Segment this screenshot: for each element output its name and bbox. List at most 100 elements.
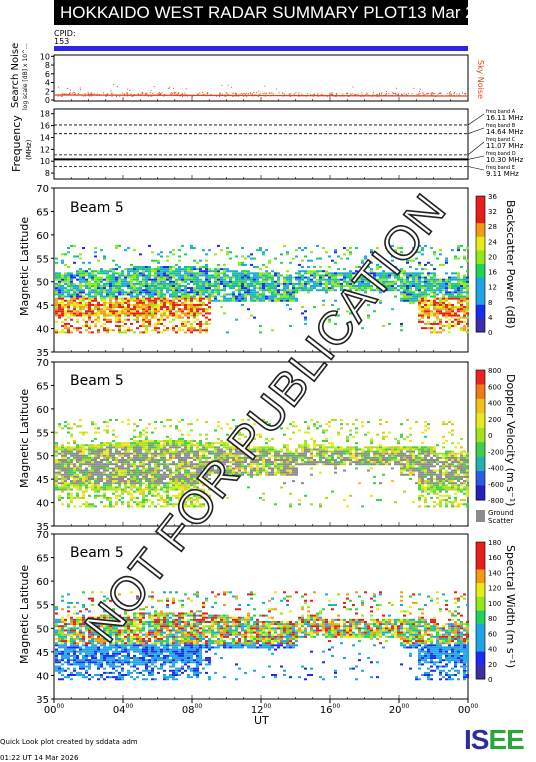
data-cell [445, 317, 448, 319]
data-cell [277, 289, 280, 291]
data-cell [160, 251, 163, 253]
data-cell [244, 289, 247, 291]
data-cell [283, 467, 286, 469]
data-cell [379, 272, 382, 274]
data-cell [82, 312, 85, 314]
data-cell [187, 470, 190, 472]
data-cell [403, 289, 406, 291]
data-cell [460, 287, 463, 289]
data-cell [244, 446, 247, 448]
freq-band-value: 16.11 MHz [486, 114, 524, 122]
sky-noise-point [352, 93, 353, 94]
data-cell [214, 285, 217, 287]
data-cell [148, 325, 151, 327]
data-cell [109, 274, 112, 276]
data-cell [277, 453, 280, 455]
data-cell [184, 287, 187, 289]
data-cell [319, 289, 322, 291]
data-cell [184, 325, 187, 327]
data-cell [331, 419, 334, 421]
data-cell [130, 281, 133, 283]
data-cell [226, 444, 229, 446]
data-cell [340, 272, 343, 274]
data-cell [292, 421, 295, 423]
data-cell [211, 274, 214, 276]
data-cell [205, 478, 208, 480]
data-cell [100, 489, 103, 491]
data-cell [166, 467, 169, 469]
data-cell [337, 463, 340, 465]
data-cell [220, 283, 223, 285]
data-cell [118, 312, 121, 314]
data-cell [163, 425, 166, 427]
data-cell [178, 478, 181, 480]
data-cell [268, 283, 271, 285]
data-cell [262, 274, 265, 276]
data-cell [67, 505, 70, 507]
data-cell [316, 289, 319, 291]
data-cell [181, 323, 184, 325]
data-cell [205, 446, 208, 448]
data-cell [217, 451, 220, 453]
data-cell [418, 300, 421, 302]
data-cell [274, 455, 277, 457]
data-cell [133, 315, 136, 317]
data-cell [193, 467, 196, 469]
data-cell [121, 497, 124, 499]
data-cell [169, 315, 172, 317]
data-cell [136, 446, 139, 448]
data-cell [91, 291, 94, 293]
data-cell [217, 442, 220, 444]
data-cell [247, 453, 250, 455]
data-cell [148, 440, 151, 442]
data-cell [118, 285, 121, 287]
data-cell [58, 478, 61, 480]
data-cell [244, 274, 247, 276]
data-cell [94, 459, 97, 461]
data-cell [241, 457, 244, 459]
data-cell [103, 495, 106, 497]
data-cell [415, 293, 418, 295]
data-cell [121, 285, 124, 287]
data-cell [127, 319, 130, 321]
data-cell [349, 289, 352, 291]
data-cell [121, 293, 124, 295]
data-cell [424, 293, 427, 295]
data-cell [448, 302, 451, 304]
data-cell [289, 274, 292, 276]
data-cell [229, 457, 232, 459]
data-cell [55, 478, 58, 480]
data-cell [184, 461, 187, 463]
data-cell [85, 272, 88, 274]
data-cell [442, 279, 445, 281]
data-cell [214, 281, 217, 283]
data-cell [451, 293, 454, 295]
data-cell [334, 279, 337, 281]
data-cell [454, 289, 457, 291]
data-cell [91, 304, 94, 306]
data-cell [418, 272, 421, 274]
data-cell [412, 260, 415, 262]
data-cell [421, 287, 424, 289]
data-cell [391, 283, 394, 285]
data-cell [175, 440, 178, 442]
data-cell [190, 440, 193, 442]
data-cell [70, 427, 73, 429]
data-cell [433, 308, 436, 310]
data-cell [103, 465, 106, 467]
sky-noise-point [132, 96, 133, 97]
data-cell [106, 331, 109, 333]
data-cell [217, 459, 220, 461]
data-cell [136, 491, 139, 493]
data-cell [70, 434, 73, 436]
data-cell [298, 463, 301, 465]
data-cell [175, 472, 178, 474]
data-cell [82, 277, 85, 279]
data-cell [232, 281, 235, 283]
data-cell [271, 329, 274, 331]
data-cell [109, 306, 112, 308]
data-cell [106, 285, 109, 287]
data-cell [100, 296, 103, 298]
data-cell [274, 293, 277, 295]
data-cell [169, 293, 172, 295]
